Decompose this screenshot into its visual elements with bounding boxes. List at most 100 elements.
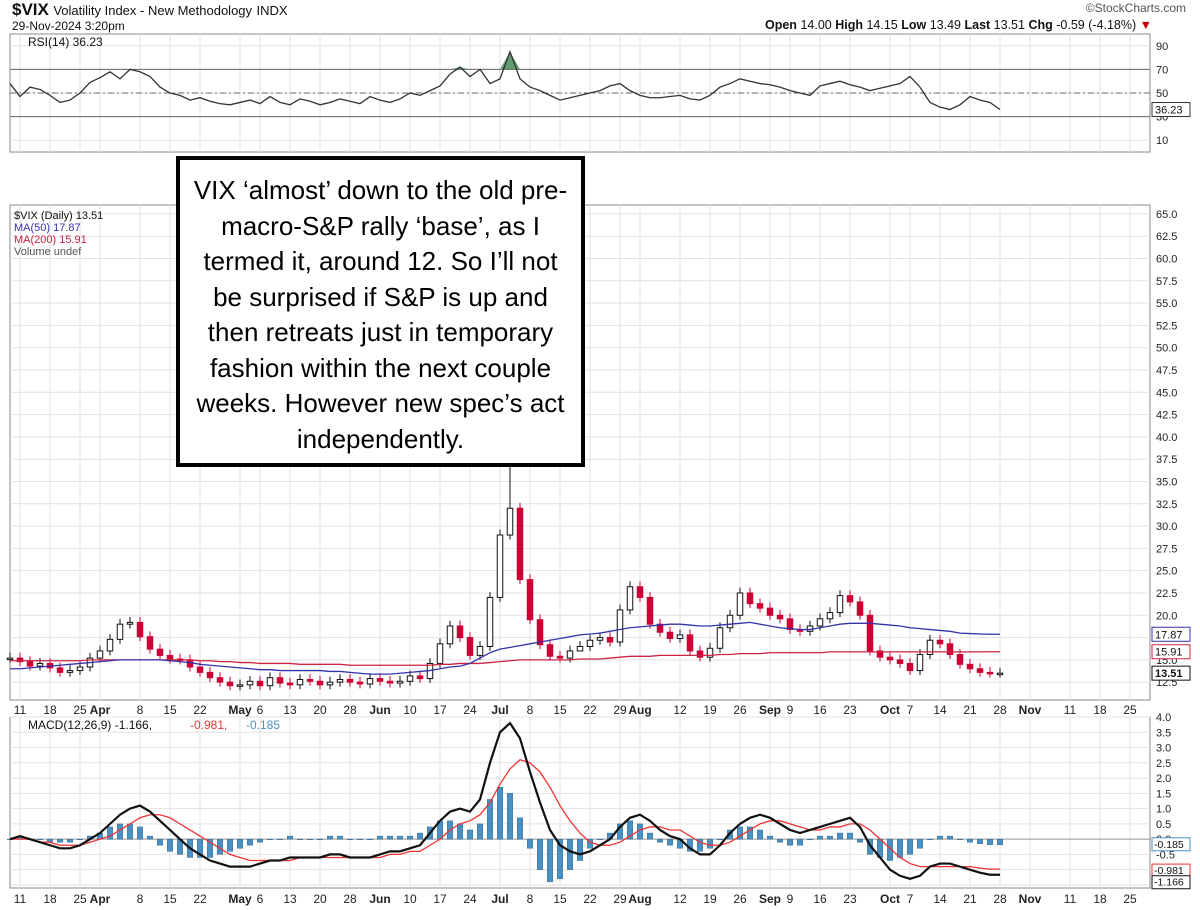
candle-body [166, 654, 174, 660]
open-label: Open [765, 18, 797, 32]
price-tick-label: 27.5 [1156, 543, 1177, 555]
x-tick-label: Apr [90, 892, 111, 906]
candle-body [386, 680, 394, 684]
candle-body [816, 618, 824, 627]
candle-body [746, 592, 754, 605]
brand-logo: ©StockCharts.com [1085, 1, 1186, 15]
macd-histogram-bar [977, 838, 983, 844]
macd-histogram-bar [137, 826, 143, 840]
macd-histogram-bar [657, 838, 663, 843]
chg-label: Chg [1028, 18, 1053, 32]
candle-body [376, 678, 384, 682]
macd-signal-line [10, 759, 1000, 870]
macd-histogram-bar [377, 835, 383, 840]
price-legend-entry: MA(200) 15.91 [14, 234, 87, 246]
x-tick-label: Sep [759, 892, 781, 906]
ma200-line [10, 651, 1000, 666]
candle-body [196, 666, 204, 673]
x-tick-label: 9 [787, 703, 794, 717]
ma200-last-label: 15.91 [1155, 647, 1183, 659]
x-tick-label: 23 [843, 703, 857, 717]
x-tick-label: 10 [403, 703, 417, 717]
candle-body [976, 668, 984, 673]
price-tick-label: 35.0 [1156, 476, 1177, 488]
macd-histogram-bar [787, 838, 793, 846]
x-tick-label: 25 [73, 703, 87, 717]
candle-body [866, 614, 874, 652]
low-value: 13.49 [929, 18, 961, 32]
macd-histogram-bar [157, 838, 163, 846]
macd-hist-label: -0.185 [1154, 839, 1184, 851]
candle-body [206, 671, 214, 679]
price-tick-label: 37.5 [1156, 454, 1177, 466]
candle-body [996, 672, 1004, 676]
macd-histogram-bar [807, 838, 813, 840]
macd-histogram-bar [367, 838, 373, 840]
candle-body [56, 667, 64, 673]
candle-body [316, 680, 324, 686]
x-tick-label: 7 [907, 703, 914, 717]
macd-histogram-bar [357, 838, 363, 840]
macd-histogram-bar [387, 835, 393, 840]
high-label: High [835, 18, 863, 32]
candle-body [906, 662, 914, 672]
macd-histogram-bar [847, 832, 853, 840]
chart-title: $VIX Volatility Index - New Methodology … [12, 0, 288, 20]
price-tick-label: 32.5 [1156, 499, 1177, 511]
x-tick-label: 12 [673, 703, 687, 717]
x-tick-label: Jul [491, 892, 508, 906]
macd-histogram-bar [407, 835, 413, 840]
x-tick-label: 11 [14, 892, 27, 906]
macd-histogram-bar [257, 838, 263, 843]
candle-body [756, 603, 764, 609]
macd-histogram-bar [757, 829, 763, 840]
x-tick-label: Jun [369, 703, 390, 717]
macd-histogram-bar [707, 838, 713, 849]
macd-histogram-bar [927, 838, 933, 840]
candle-body [686, 634, 694, 652]
macd-histogram-bar [467, 829, 473, 840]
x-tick-label: 22 [583, 703, 597, 717]
x-tick-label: 8 [527, 703, 534, 717]
price-legend-entry: Volume undef [14, 246, 82, 258]
x-tick-label: Nov [1019, 892, 1042, 906]
macd-legend-signal: -0.981, [190, 718, 227, 732]
x-tick-label: 26 [733, 892, 747, 906]
x-tick-label: 29 [613, 892, 627, 906]
macd-histogram-bar [747, 826, 753, 840]
x-tick-label: 11 [14, 703, 27, 717]
macd-histogram-bar [477, 823, 483, 840]
candle-body [596, 637, 604, 641]
macd-tick-label: 2.5 [1156, 758, 1171, 770]
price-tick-label: 45.0 [1156, 387, 1177, 399]
candle-body [656, 623, 664, 633]
candle-body [696, 650, 704, 658]
macd-tick-label: 1.5 [1156, 788, 1171, 800]
candle-body [566, 650, 574, 659]
x-tick-label: 18 [43, 703, 57, 717]
candle-body [716, 627, 724, 649]
candle-body [296, 678, 304, 686]
macd-histogram-bar [627, 820, 633, 840]
macd-histogram-bar [947, 835, 953, 840]
open-value: 14.00 [800, 18, 832, 32]
price-tick-label: 30.0 [1156, 521, 1177, 533]
macd-histogram-bar [987, 838, 993, 845]
chg-value: -0.59 (-4.18%) [1056, 18, 1137, 32]
candle-body [446, 625, 454, 645]
candle-body [946, 643, 954, 656]
candle-body [516, 507, 524, 581]
candle-body [536, 619, 544, 646]
macd-histogram-bar [487, 799, 493, 840]
macd-histogram-bar [717, 838, 723, 840]
macd-histogram-bar [247, 838, 253, 846]
x-tick-label: 19 [703, 703, 717, 717]
macd-histogram-bar [817, 835, 823, 840]
candle-body [966, 663, 974, 670]
candle-body [606, 637, 614, 643]
candle-body [466, 637, 474, 656]
candle-body [336, 678, 344, 683]
x-tick-label: 18 [1093, 703, 1107, 717]
candle-body [226, 681, 234, 687]
candle-body [356, 681, 364, 685]
